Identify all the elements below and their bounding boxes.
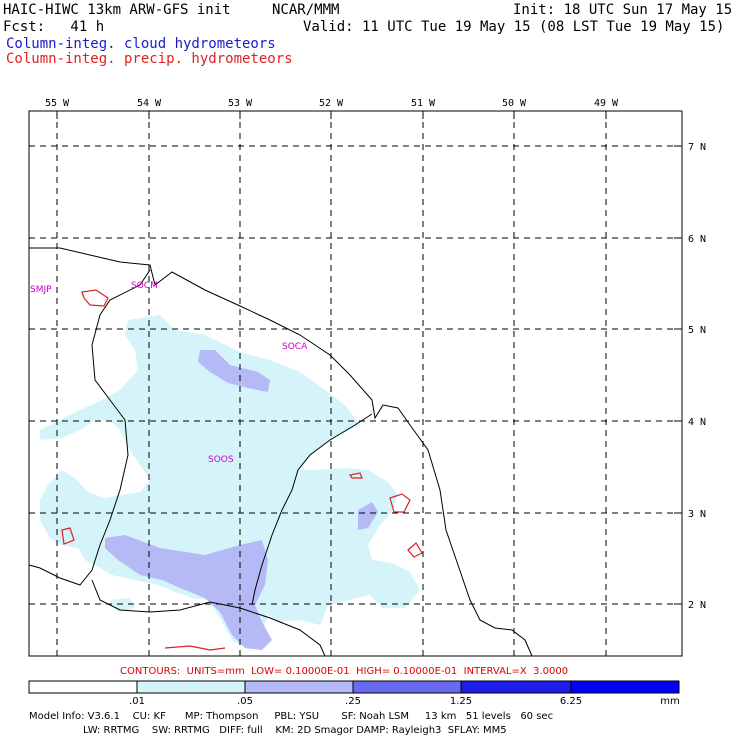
colorbar-tick: 1.25 (450, 696, 472, 707)
model-title: HAIC-HIWC 13km ARW-GFS init (3, 2, 231, 18)
lat-label: 6 N (688, 234, 706, 245)
colorbar-unit: mm (660, 696, 679, 707)
lon-label: 55 W (45, 98, 70, 109)
org-label: NCAR/MMM (272, 2, 340, 18)
lat-label: 5 N (688, 325, 706, 336)
model-info-line1: Model Info: V3.6.1 CU: KF MP: Thompson P… (29, 711, 554, 722)
field-cloud-label: Column-integ. cloud hydrometeors (6, 36, 276, 52)
lon-ticks (56, 111, 607, 119)
lat-label: 7 N (688, 142, 706, 153)
station-label: SOCA (282, 342, 308, 352)
station-label: SMJP (30, 285, 52, 295)
station-label: SOCM (131, 281, 158, 291)
field-precip-label: Column-integ. precip. hydrometeors (6, 51, 293, 67)
cloud-shading-medium (105, 350, 378, 650)
colorbar-tick: 6.25 (560, 696, 582, 707)
lat-ticks (674, 145, 682, 605)
colorbar-tick: .05 (237, 696, 253, 707)
lat-label: 3 N (688, 509, 706, 520)
lon-label: 49 W (594, 98, 619, 109)
lon-label: 54 W (137, 98, 162, 109)
lat-lon-grid (29, 111, 682, 656)
coastline-borders (28, 247, 533, 657)
map-frame (28, 110, 683, 657)
station-label: SOOS (208, 455, 234, 465)
lat-label: 4 N (688, 417, 706, 428)
lon-label: 51 W (411, 98, 436, 109)
colorbar (28, 680, 680, 694)
contours-info: CONTOURS: UNITS=mm LOW= 0.10000E-01 HIGH… (120, 666, 569, 677)
precip-contours (61, 289, 423, 651)
valid-time: Valid: 11 UTC Tue 19 May 15 (08 LST Tue … (303, 19, 725, 35)
lat-label: 2 N (688, 600, 706, 611)
forecast-hour: Fcst: 41 h (3, 19, 105, 35)
lon-label: 52 W (319, 98, 344, 109)
init-time: Init: 18 UTC Sun 17 May 15 (513, 2, 733, 18)
model-info-line2: LW: RRTMG SW: RRTMG DIFF: full KM: 2D Sm… (29, 725, 507, 736)
colorbar-tick: .01 (129, 696, 145, 707)
colorbar-tick: .25 (345, 696, 361, 707)
lon-label: 53 W (228, 98, 253, 109)
lon-label: 50 W (502, 98, 527, 109)
